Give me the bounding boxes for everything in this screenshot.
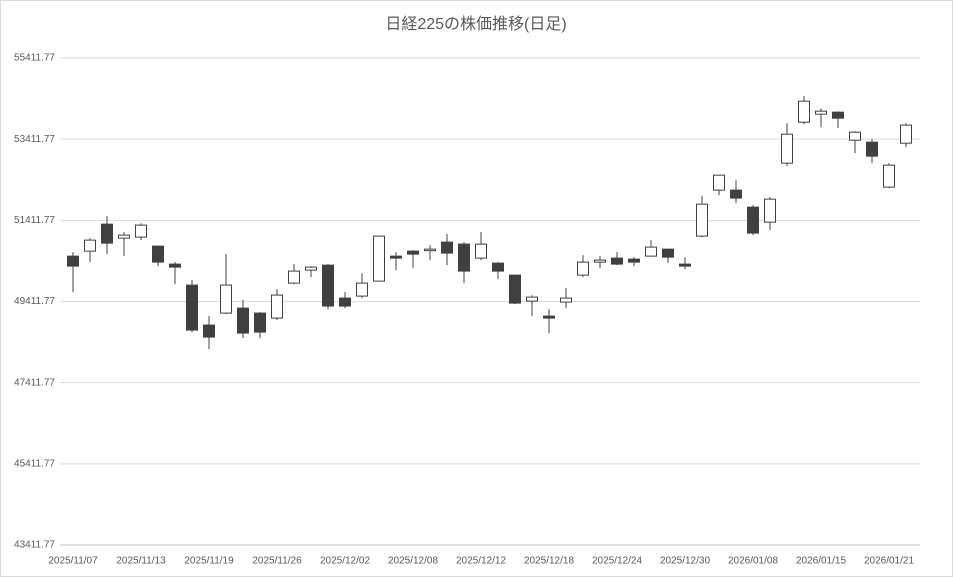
candle-body xyxy=(152,245,164,263)
candle-body xyxy=(679,263,691,267)
candle-body xyxy=(883,164,895,188)
x-tick-label: 2025/12/12 xyxy=(456,556,506,567)
candle-body xyxy=(322,264,334,307)
x-tick-label: 2025/11/07 xyxy=(48,556,98,567)
candle-body xyxy=(492,262,504,272)
x-tick-label: 2025/12/02 xyxy=(320,556,370,567)
candle-body xyxy=(645,246,657,257)
candle-body xyxy=(101,223,113,244)
candle-body xyxy=(475,243,487,259)
candle-body xyxy=(543,315,555,319)
candle-body xyxy=(696,203,708,237)
candle-body xyxy=(832,111,844,119)
y-tick-label: 47411.77 xyxy=(14,377,55,388)
candle-body xyxy=(526,296,538,302)
candle-body xyxy=(594,259,606,263)
candle-body xyxy=(118,234,130,239)
candle-body xyxy=(577,261,589,276)
x-tick-label: 2025/12/08 xyxy=(388,556,438,567)
y-tick-label: 45411.77 xyxy=(14,458,55,469)
candle-body xyxy=(560,297,572,303)
candle-body xyxy=(186,284,198,331)
candle-body xyxy=(781,133,793,164)
candle-body xyxy=(288,270,300,284)
x-tick-label: 2025/12/30 xyxy=(660,556,710,567)
candle-body xyxy=(135,224,147,238)
candle-body xyxy=(900,124,912,144)
candle-body xyxy=(747,206,759,234)
candle-body xyxy=(798,100,810,123)
candle-body xyxy=(713,174,725,191)
candle-body xyxy=(237,307,249,334)
candle-body xyxy=(628,258,640,263)
candle-body xyxy=(764,198,776,223)
x-tick-label: 2026/01/08 xyxy=(728,556,778,567)
y-tick-label: 43411.77 xyxy=(14,540,55,551)
candle-body xyxy=(254,312,266,333)
candle-body xyxy=(339,297,351,307)
candle-body xyxy=(849,131,861,141)
candle-body xyxy=(84,239,96,252)
x-tick-label: 2026/01/21 xyxy=(864,556,914,567)
candle-body xyxy=(305,266,317,271)
x-tick-label: 2025/12/24 xyxy=(592,556,642,567)
x-tick-label: 2025/11/26 xyxy=(252,556,302,567)
x-tick-label: 2025/12/18 xyxy=(524,556,574,567)
candle-body xyxy=(356,282,368,297)
candle-body xyxy=(169,263,181,268)
candle-body xyxy=(611,257,623,265)
candle-body xyxy=(220,284,232,314)
candle-body xyxy=(390,255,402,259)
x-tick-label: 2026/01/15 xyxy=(796,556,846,567)
candle-body xyxy=(67,255,79,267)
chart-title: 日経225の株価推移(日足) xyxy=(385,15,566,33)
candle-body xyxy=(509,274,521,304)
candle-body xyxy=(407,250,419,255)
y-tick-label: 51411.77 xyxy=(14,215,55,226)
x-tick-label: 2025/11/19 xyxy=(184,556,234,567)
candle-body xyxy=(203,324,215,338)
candle-body xyxy=(815,110,827,115)
y-tick-label: 49411.77 xyxy=(14,296,55,307)
candle-body xyxy=(271,294,283,319)
candle-body xyxy=(441,241,453,254)
candle-body xyxy=(662,248,674,258)
x-tick-label: 2025/11/13 xyxy=(116,556,166,567)
candle-body xyxy=(424,248,436,252)
candle-body xyxy=(373,235,385,282)
candle-body xyxy=(458,243,470,272)
y-tick-label: 53411.77 xyxy=(14,134,55,145)
candle-body xyxy=(730,189,742,199)
candle-body xyxy=(866,141,878,157)
y-tick-label: 55411.77 xyxy=(14,53,55,64)
